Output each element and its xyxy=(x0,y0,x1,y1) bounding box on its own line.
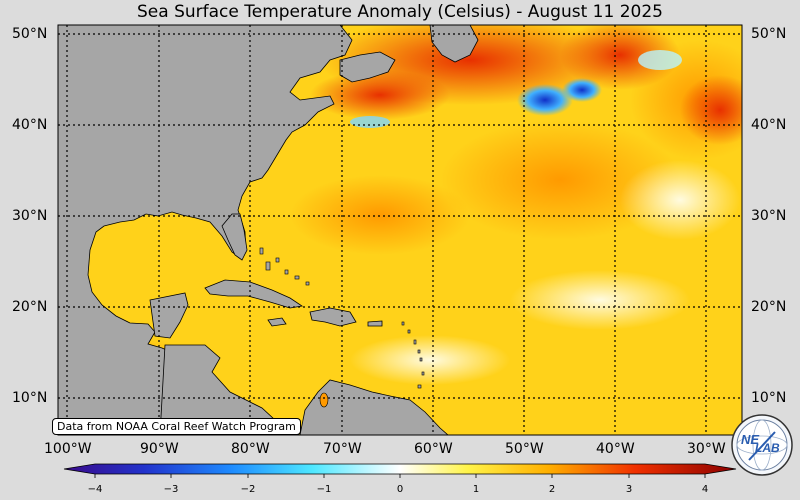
anomaly-cold-patch xyxy=(638,50,682,70)
anomaly-pale-patch xyxy=(350,335,510,385)
lat-label-right: 50°N xyxy=(751,26,787,42)
graticule xyxy=(58,25,742,435)
anomaly-cold-patch xyxy=(517,84,573,116)
anomaly-cold-patch xyxy=(350,116,390,128)
anomaly-pale-patch xyxy=(620,160,740,240)
land-florida xyxy=(221,213,248,261)
lon-label: 90°W xyxy=(140,441,179,457)
nexlab-globe-logo[interactable]: NE LAB xyxy=(731,414,793,476)
colorbar-tick-label: −4 xyxy=(87,484,103,495)
map-frame xyxy=(57,24,743,436)
data-credit-box: Data from NOAA Coral Reef Watch Program xyxy=(52,418,301,435)
lon-label: 40°W xyxy=(596,441,635,457)
lon-label: 80°W xyxy=(231,441,270,457)
land-canada-maritimes xyxy=(339,51,396,83)
land-puerto-rico xyxy=(367,320,383,327)
colorbar-tick-label: 3 xyxy=(625,484,633,495)
lake-maracaibo xyxy=(319,392,329,408)
colorbar xyxy=(63,463,737,478)
lon-label: 30°W xyxy=(687,441,726,457)
land-newfoundland xyxy=(429,25,479,63)
lon-label: 70°W xyxy=(323,441,362,457)
lat-label-right: 10°N xyxy=(751,390,787,406)
colorbar-tick-marks xyxy=(94,474,706,478)
lat-label-right: 40°N xyxy=(751,117,787,133)
colorbar-tick-label: 4 xyxy=(701,484,709,495)
lon-label: 100°W xyxy=(44,441,92,457)
colorbar-tick-label: 0 xyxy=(396,484,404,495)
land-lesser-antilles xyxy=(401,321,425,389)
colorbar-tick-label: −1 xyxy=(316,484,332,495)
logo-text-top: NE xyxy=(741,432,759,447)
lat-label-left: 30°N xyxy=(12,208,48,224)
page-title: Sea Surface Temperature Anomaly (Celsius… xyxy=(137,2,663,22)
colorbar-tick-label: −2 xyxy=(240,484,256,495)
logo-text-bottom: LAB xyxy=(755,441,780,455)
land-cuba xyxy=(204,279,304,309)
lat-label-left: 20°N xyxy=(12,299,48,315)
anomaly-hot-patch xyxy=(560,25,680,90)
lon-label: 60°W xyxy=(414,441,453,457)
land-bahamas xyxy=(259,247,310,286)
anomaly-warm-patch xyxy=(290,175,470,255)
anomaly-hot-patch xyxy=(680,75,742,145)
lat-label-left: 50°N xyxy=(12,26,48,42)
anomaly-hot-patch xyxy=(310,70,450,120)
colorbar-tick-label: 1 xyxy=(472,484,480,495)
lat-label-right: 30°N xyxy=(751,208,787,224)
anomaly-pale-patch xyxy=(510,270,690,330)
lat-label-left: 40°N xyxy=(12,117,48,133)
anomaly-cold-patch xyxy=(562,78,602,102)
colorbar-bar xyxy=(63,463,737,475)
land-jamaica xyxy=(267,317,287,327)
lon-label: 50°W xyxy=(505,441,544,457)
anomaly-warm-patch xyxy=(440,120,680,240)
colorbar-tick-label: 2 xyxy=(548,484,556,495)
lat-label-left: 10°N xyxy=(12,390,48,406)
land-south-america xyxy=(299,379,449,435)
land-hispaniola xyxy=(309,307,357,327)
lat-label-right: 20°N xyxy=(751,299,787,315)
colorbar-tick-label: −3 xyxy=(163,484,179,495)
